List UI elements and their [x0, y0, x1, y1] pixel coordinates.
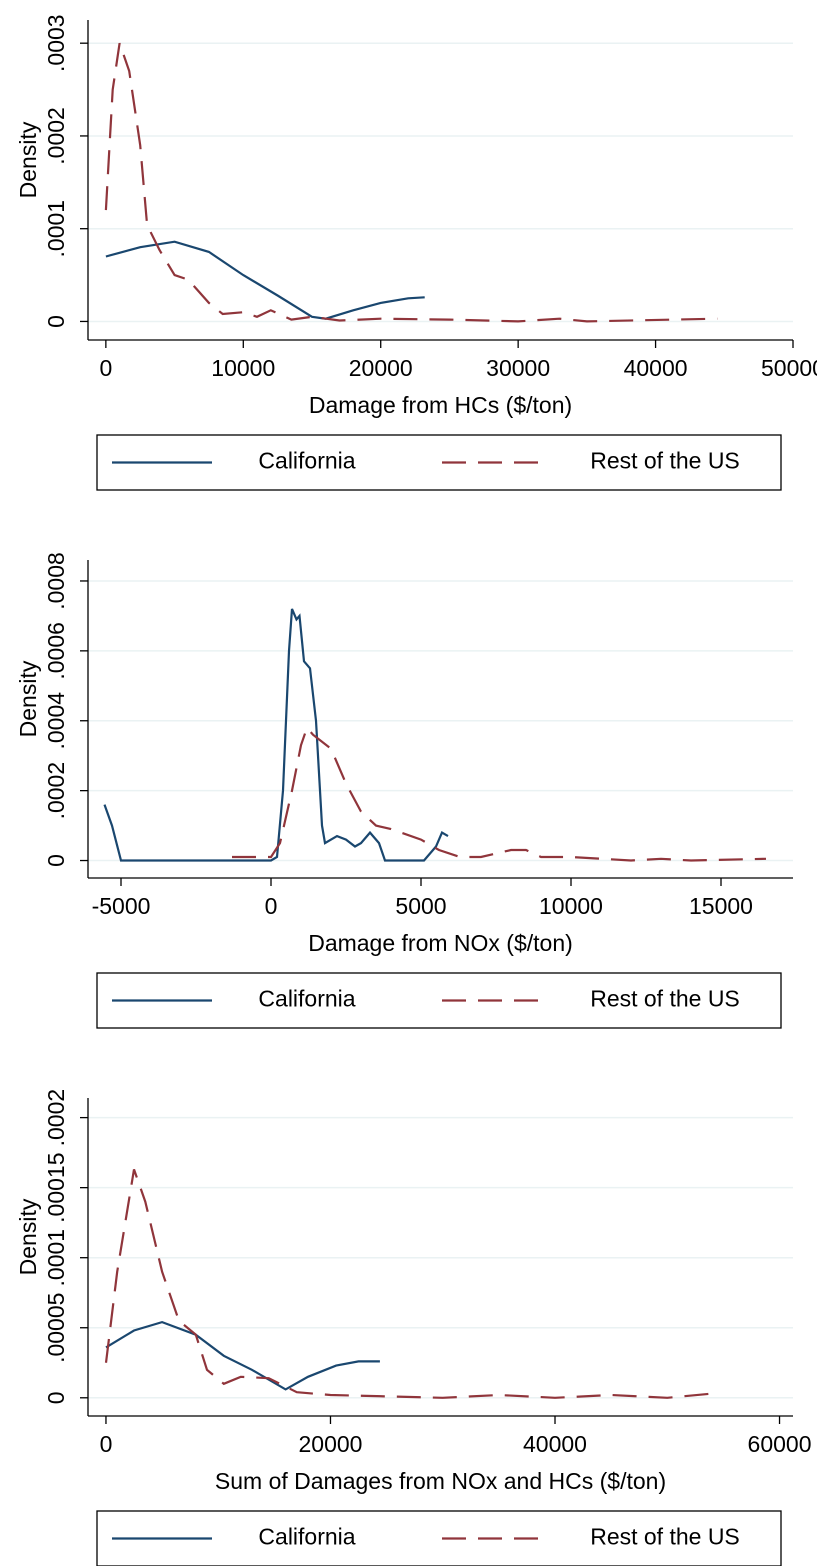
- y-tick-label: .0002: [43, 762, 69, 820]
- y-axis-label: Density: [15, 660, 41, 737]
- legend-label: Rest of the US: [590, 1524, 740, 1550]
- x-tick-label: 40000: [523, 1431, 587, 1457]
- x-tick-label: 10000: [211, 355, 275, 381]
- x-tick-label: 30000: [486, 355, 550, 381]
- y-tick-label: .0002: [43, 1089, 69, 1147]
- x-tick-label: 10000: [539, 893, 603, 919]
- x-axis-label: Damage from HCs ($/ton): [309, 392, 572, 418]
- x-axis-label: Sum of Damages from NOx and HCs ($/ton): [215, 1468, 666, 1494]
- density-line: [105, 1320, 380, 1391]
- x-tick-label: -5000: [92, 893, 151, 919]
- legend-label: California: [258, 448, 355, 474]
- y-tick-label: .0003: [43, 14, 69, 72]
- legend-label: Rest of the US: [590, 448, 740, 474]
- y-tick-label: .0001: [43, 1229, 69, 1287]
- x-tick-label: 20000: [298, 1431, 362, 1457]
- density-line: [104, 42, 718, 323]
- y-tick-label: .00015: [43, 1152, 69, 1222]
- x-tick-label: 40000: [624, 355, 688, 381]
- y-tick-label: 0: [43, 315, 69, 328]
- x-axis-label: Damage from NOx ($/ton): [308, 930, 573, 956]
- y-axis-label: Density: [15, 121, 41, 198]
- y-tick-label: .0008: [43, 552, 69, 610]
- x-tick-label: 20000: [349, 355, 413, 381]
- legend-label: California: [258, 1524, 355, 1550]
- y-axis-label: Density: [15, 1198, 41, 1275]
- y-tick-label: .0001: [43, 200, 69, 258]
- x-tick-label: 0: [100, 1431, 113, 1457]
- x-tick-label: 5000: [395, 893, 446, 919]
- x-tick-label: 60000: [748, 1431, 812, 1457]
- legend-box: [96, 1510, 782, 1566]
- y-tick-label: .00005: [43, 1293, 69, 1363]
- y-tick-label: .0006: [43, 622, 69, 680]
- legend-label: Rest of the US: [590, 986, 740, 1012]
- y-tick-label: .0002: [43, 107, 69, 165]
- y-tick-label: .0004: [43, 692, 69, 750]
- density-line: [103, 608, 449, 862]
- density-line: [104, 1169, 713, 1399]
- legend-label: California: [258, 986, 355, 1012]
- density-line: [232, 725, 767, 862]
- x-tick-label: 0: [265, 893, 278, 919]
- x-tick-label: 15000: [689, 893, 753, 919]
- y-tick-label: 0: [43, 854, 69, 867]
- x-tick-label: 0: [99, 355, 112, 381]
- density-line: [105, 240, 425, 320]
- y-tick-label: 0: [43, 1391, 69, 1404]
